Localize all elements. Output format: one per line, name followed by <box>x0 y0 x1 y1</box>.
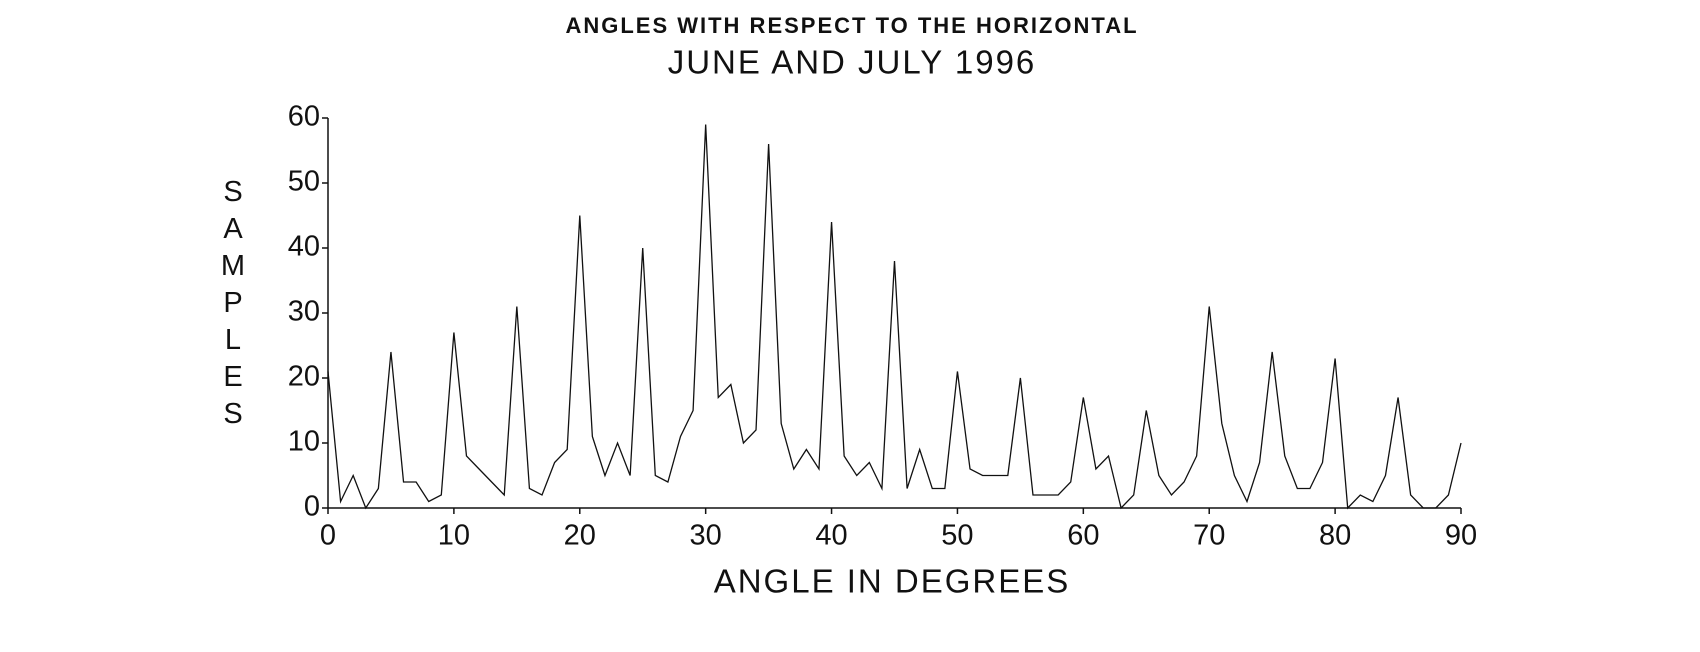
x-tick-label: 30 <box>690 520 722 552</box>
chart-title: ANGLES WITH RESPECT TO THE HORIZONTAL <box>565 13 1138 38</box>
y-tick-label: 50 <box>288 166 320 198</box>
x-tick-label: 80 <box>1319 520 1351 552</box>
x-axis-label: ANGLE IN DEGREES <box>714 563 1071 600</box>
x-tick-label: 60 <box>1067 520 1099 552</box>
x-tick-label: 0 <box>320 520 336 552</box>
y-tick-label: 20 <box>288 361 320 393</box>
y-tick-label: 10 <box>288 426 320 458</box>
x-tick-label: 20 <box>564 520 596 552</box>
y-tick-label: 40 <box>288 231 320 263</box>
x-tick-label: 40 <box>815 520 847 552</box>
data-line <box>327 124 1462 510</box>
y-tick-label: 0 <box>304 491 320 523</box>
x-tick-label: 10 <box>438 520 470 552</box>
x-tick-label: 50 <box>941 520 973 552</box>
chart-subtitle: JUNE AND JULY 1996 <box>668 44 1037 81</box>
x-tick-label: 70 <box>1193 520 1225 552</box>
y-axis-label: SAMPLES <box>217 176 249 435</box>
x-tick-label: 90 <box>1445 520 1477 552</box>
y-tick-label: 30 <box>288 296 320 328</box>
y-tick-label: 60 <box>288 101 320 133</box>
